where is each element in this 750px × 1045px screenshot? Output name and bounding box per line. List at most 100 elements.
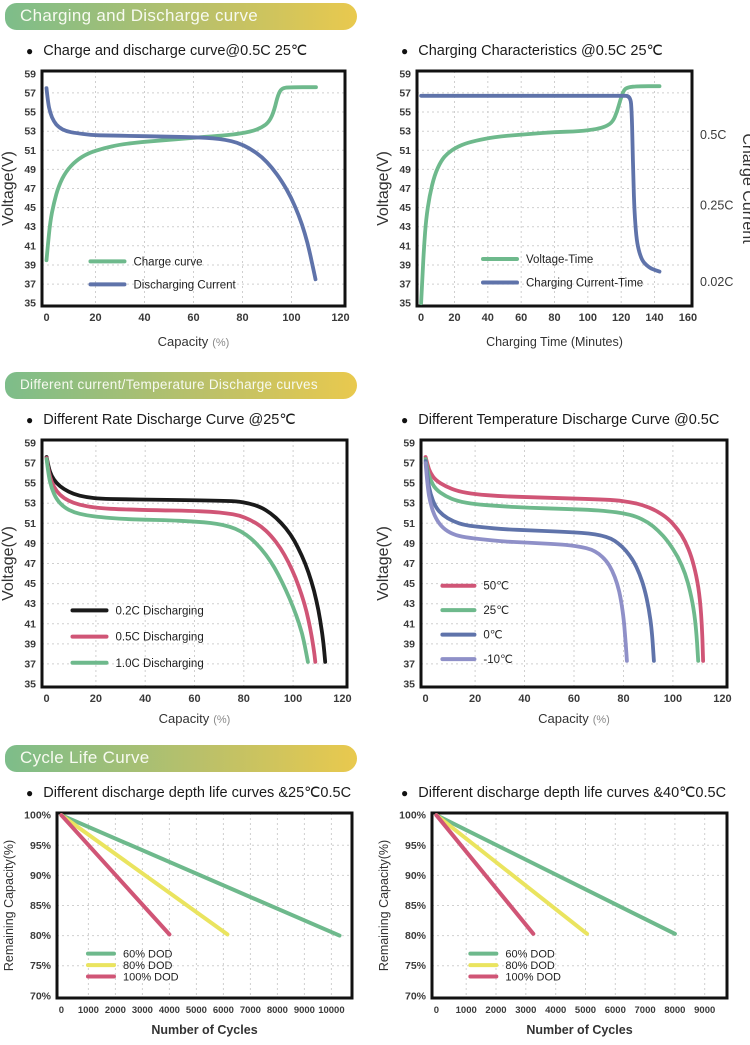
svg-text:Number of Cycles: Number of Cycles bbox=[526, 1023, 632, 1037]
chart-temperature-discharge: ● Different Temperature Discharge Curve … bbox=[375, 399, 750, 727]
svg-text:35: 35 bbox=[399, 298, 411, 310]
svg-text:49: 49 bbox=[403, 538, 415, 550]
svg-text:55: 55 bbox=[24, 478, 36, 490]
svg-text:5000: 5000 bbox=[186, 1005, 207, 1016]
svg-text:6000: 6000 bbox=[213, 1005, 234, 1016]
svg-text:55: 55 bbox=[399, 107, 411, 119]
svg-text:120: 120 bbox=[713, 693, 731, 705]
svg-text:40: 40 bbox=[138, 312, 150, 324]
cycle-life-40c-chart: 0 1000 2000 3000 4000 5000 6000 7000 8000 9000 70%… bbox=[377, 810, 729, 1037]
svg-text:2000: 2000 bbox=[105, 1005, 126, 1016]
charging-characteristics-chart: 0 20 40 60 80 100 120 140 160 35 37 39 41 43 45 47 49 51 5… bbox=[375, 68, 750, 349]
bullet-icon: ● bbox=[401, 413, 409, 427]
svg-text:55: 55 bbox=[403, 478, 415, 490]
chart-title-text: Different Temperature Discharge Curve @0… bbox=[418, 412, 720, 428]
chart-charge-discharge: ● Charge and discharge curve@0.5C 25℃ 0 2… bbox=[0, 30, 375, 350]
svg-text:80: 80 bbox=[548, 312, 560, 324]
svg-text:0.5C: 0.5C bbox=[700, 128, 726, 142]
section-banner-cycle-life: Cycle Life Curve bbox=[5, 745, 357, 772]
chart-cycle-life-25c: ● Different discharge depth life curves … bbox=[0, 772, 375, 1038]
chart-row-3: ● Different discharge depth life curves … bbox=[0, 772, 750, 1038]
svg-text:Charge curve: Charge curve bbox=[133, 256, 202, 268]
svg-text:80% DOD: 80% DOD bbox=[505, 960, 555, 972]
svg-text:41: 41 bbox=[399, 240, 411, 252]
svg-text:20: 20 bbox=[448, 312, 460, 324]
svg-text:50℃: 50℃ bbox=[483, 581, 509, 593]
svg-text:2000: 2000 bbox=[485, 1005, 506, 1016]
svg-text:Discharging Current: Discharging Current bbox=[133, 279, 236, 291]
svg-text:0: 0 bbox=[43, 312, 49, 324]
svg-text:7000: 7000 bbox=[635, 1005, 656, 1016]
svg-text:51: 51 bbox=[399, 145, 411, 157]
svg-text:35: 35 bbox=[24, 679, 36, 691]
svg-text:6000: 6000 bbox=[605, 1005, 626, 1016]
svg-text:51: 51 bbox=[24, 518, 36, 530]
svg-text:39: 39 bbox=[24, 260, 36, 272]
svg-text:37: 37 bbox=[403, 658, 415, 670]
svg-text:43: 43 bbox=[399, 221, 411, 233]
svg-text:100% DOD: 100% DOD bbox=[505, 972, 561, 984]
svg-text:39: 39 bbox=[403, 638, 415, 650]
svg-text:120: 120 bbox=[331, 312, 349, 324]
chart-title-text: Different Rate Discharge Curve @25℃ bbox=[43, 412, 296, 428]
bullet-icon: ● bbox=[26, 786, 34, 800]
svg-text:57: 57 bbox=[24, 87, 36, 99]
svg-text:1000: 1000 bbox=[78, 1005, 99, 1016]
chart-title: ● Different discharge depth life curves … bbox=[401, 782, 750, 804]
svg-text:55: 55 bbox=[24, 107, 36, 119]
chart-title: ● Different discharge depth life curves … bbox=[26, 782, 375, 804]
svg-text:60: 60 bbox=[188, 693, 200, 705]
svg-text:25℃: 25℃ bbox=[483, 605, 509, 617]
svg-text:39: 39 bbox=[24, 638, 36, 650]
svg-text:Voltage-Time: Voltage-Time bbox=[526, 254, 593, 266]
svg-text:80: 80 bbox=[238, 693, 250, 705]
svg-text:100% DOD: 100% DOD bbox=[123, 972, 179, 984]
svg-text:0.02C: 0.02C bbox=[700, 275, 733, 289]
svg-text:20: 20 bbox=[469, 693, 481, 705]
svg-text:53: 53 bbox=[24, 498, 36, 510]
chart-title: ● Charging Characteristics @0.5C 25℃ bbox=[401, 40, 750, 62]
svg-text:Capacity(%): Capacity (%) bbox=[159, 711, 231, 726]
svg-text:8000: 8000 bbox=[267, 1005, 288, 1016]
svg-text:60: 60 bbox=[187, 312, 199, 324]
svg-text:53: 53 bbox=[24, 126, 36, 138]
svg-text:43: 43 bbox=[403, 598, 415, 610]
svg-text:0: 0 bbox=[418, 312, 424, 324]
svg-text:53: 53 bbox=[403, 498, 415, 510]
svg-text:60% DOD: 60% DOD bbox=[123, 949, 173, 961]
chart-title: ● Charge and discharge curve@0.5C 25℃ bbox=[26, 40, 375, 62]
svg-text:59: 59 bbox=[403, 438, 415, 450]
svg-text:75%: 75% bbox=[30, 960, 52, 972]
svg-text:39: 39 bbox=[399, 260, 411, 272]
svg-text:85%: 85% bbox=[405, 900, 427, 912]
svg-text:47: 47 bbox=[24, 558, 36, 570]
svg-text:100: 100 bbox=[282, 312, 300, 324]
svg-text:140: 140 bbox=[645, 312, 663, 324]
svg-text:45: 45 bbox=[399, 202, 411, 214]
svg-text:9000: 9000 bbox=[694, 1005, 715, 1016]
svg-text:35: 35 bbox=[24, 298, 36, 310]
svg-text:10000: 10000 bbox=[318, 1005, 344, 1016]
svg-text:85%: 85% bbox=[30, 900, 52, 912]
svg-text:5000: 5000 bbox=[575, 1005, 596, 1016]
svg-text:35: 35 bbox=[403, 679, 415, 691]
svg-text:80%: 80% bbox=[405, 930, 427, 942]
svg-text:43: 43 bbox=[24, 598, 36, 610]
svg-text:100%: 100% bbox=[24, 810, 52, 822]
svg-text:49: 49 bbox=[24, 164, 36, 176]
svg-text:60: 60 bbox=[568, 693, 580, 705]
charge-discharge-curve-chart: 0 20 40 60 80 100 120 35 37 39 41 43 45 47 49 51 53 55 57 5… bbox=[0, 68, 350, 349]
section-banner-discharge: Different current/Temperature Discharge … bbox=[5, 372, 357, 399]
svg-text:3000: 3000 bbox=[132, 1005, 153, 1016]
svg-text:80%: 80% bbox=[30, 930, 52, 942]
svg-text:49: 49 bbox=[24, 538, 36, 550]
svg-text:7000: 7000 bbox=[240, 1005, 261, 1016]
svg-text:45: 45 bbox=[403, 578, 415, 590]
svg-text:57: 57 bbox=[24, 458, 36, 470]
svg-text:Number of Cycles: Number of Cycles bbox=[151, 1023, 257, 1037]
svg-text:100%: 100% bbox=[399, 810, 427, 822]
bullet-icon: ● bbox=[401, 786, 409, 800]
svg-text:59: 59 bbox=[24, 438, 36, 450]
chart-row-2: ● Different Rate Discharge Curve @25℃ 0 2… bbox=[0, 399, 750, 727]
